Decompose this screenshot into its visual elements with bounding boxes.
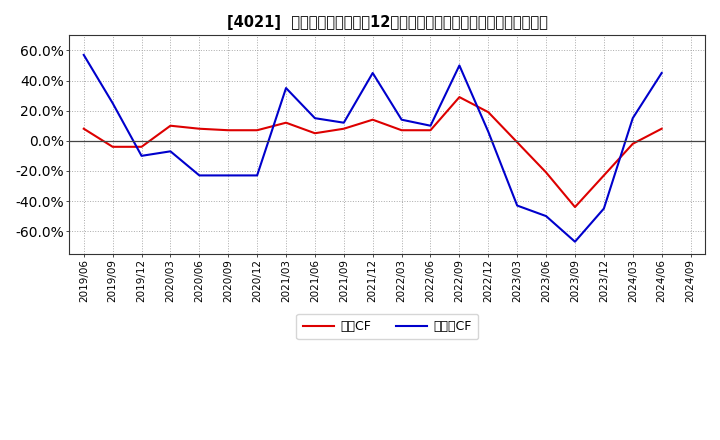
フリーCF — [310, 116, 319, 121]
フリーCF — [282, 85, 290, 91]
フリーCF — [455, 63, 464, 68]
フリーCF — [513, 203, 521, 208]
フリーCF — [340, 120, 348, 125]
営業CF — [340, 126, 348, 132]
フリーCF — [166, 149, 175, 154]
フリーCF — [571, 239, 580, 244]
フリーCF — [79, 52, 88, 58]
フリーCF — [369, 70, 377, 76]
フリーCF — [541, 213, 550, 219]
営業CF — [108, 144, 117, 150]
営業CF — [397, 128, 406, 133]
フリーCF — [253, 173, 261, 178]
営業CF — [455, 95, 464, 100]
営業CF — [369, 117, 377, 122]
Legend: 営業CF, フリーCF: 営業CF, フリーCF — [296, 314, 478, 339]
Line: 営業CF: 営業CF — [84, 97, 662, 207]
営業CF — [571, 205, 580, 210]
営業CF — [166, 123, 175, 128]
営業CF — [426, 128, 435, 133]
フリーCF — [657, 70, 666, 76]
フリーCF — [484, 129, 492, 134]
営業CF — [138, 144, 146, 150]
Line: フリーCF: フリーCF — [84, 55, 662, 242]
フリーCF — [397, 117, 406, 122]
フリーCF — [195, 173, 204, 178]
営業CF — [629, 141, 637, 147]
営業CF — [253, 128, 261, 133]
営業CF — [282, 120, 290, 125]
フリーCF — [224, 173, 233, 178]
フリーCF — [629, 116, 637, 121]
営業CF — [541, 170, 550, 175]
Title: [4021]  キャッシュフローの12か月移動合計の対前年同期増減率の推移: [4021] キャッシュフローの12か月移動合計の対前年同期増減率の推移 — [227, 15, 548, 30]
営業CF — [79, 126, 88, 132]
営業CF — [484, 110, 492, 115]
営業CF — [195, 126, 204, 132]
フリーCF — [600, 206, 608, 211]
フリーCF — [426, 123, 435, 128]
営業CF — [657, 126, 666, 132]
フリーCF — [138, 153, 146, 158]
営業CF — [224, 128, 233, 133]
営業CF — [310, 131, 319, 136]
フリーCF — [108, 100, 117, 106]
